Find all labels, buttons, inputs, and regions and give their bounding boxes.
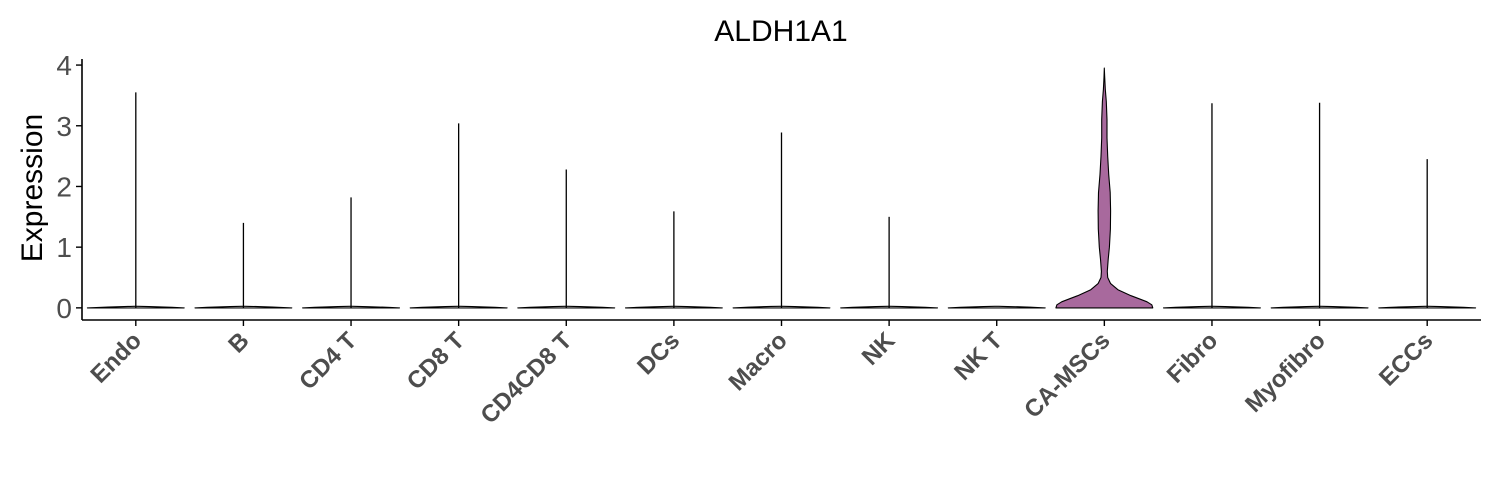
violin-body <box>947 305 1046 309</box>
violin-fibro <box>1162 103 1261 309</box>
y-tick-label: 4 <box>56 50 72 81</box>
x-tick-label: NK T <box>949 327 1008 386</box>
violin-endo <box>86 92 185 309</box>
violin-cd8-t <box>409 123 508 309</box>
y-tick-label: 3 <box>56 111 72 142</box>
x-axis-ticks: Endo B CD4 T CD8 T CD4CD8 T DCs Macro NK NK T CA-… <box>86 320 1438 429</box>
violin-macro <box>732 132 831 309</box>
violin-nk-t <box>947 305 1046 309</box>
plot-area <box>86 67 1477 309</box>
violin-cd4-t <box>302 197 401 309</box>
x-tick-label: B <box>223 327 254 358</box>
chart-title: ALDH1A1 <box>714 15 847 48</box>
y-tick-label: 2 <box>56 171 72 202</box>
y-axis-label: Expression <box>16 114 49 262</box>
violin-eccs <box>1378 159 1477 309</box>
y-tick-label: 0 <box>56 293 72 324</box>
x-tick-label: NK <box>857 327 901 371</box>
x-tick-label: ECCs <box>1374 327 1438 391</box>
violin-cd4cd8-t <box>517 169 616 309</box>
x-tick-label: CD4CD8 T <box>475 327 577 429</box>
x-tick-label: CD8 T <box>402 327 470 395</box>
x-tick-label: Fibro <box>1162 327 1224 389</box>
violin-ca-mscs <box>1055 67 1154 309</box>
x-tick-label: DCs <box>632 327 685 380</box>
violin-dcs <box>624 211 723 309</box>
x-tick-label: CA-MSCs <box>1019 327 1115 423</box>
y-tick-label: 1 <box>56 232 72 263</box>
violin-myofibro <box>1270 102 1369 309</box>
violin-body <box>1055 67 1154 309</box>
x-tick-label: Endo <box>86 327 148 389</box>
x-tick-label: CD4 T <box>294 327 362 395</box>
x-tick-label: Myofibro <box>1240 327 1331 418</box>
x-tick-label: Macro <box>724 327 793 396</box>
violin-b <box>194 222 293 309</box>
y-axis-ticks: 0 1 2 3 4 <box>56 50 82 324</box>
violin-nk <box>840 216 939 309</box>
